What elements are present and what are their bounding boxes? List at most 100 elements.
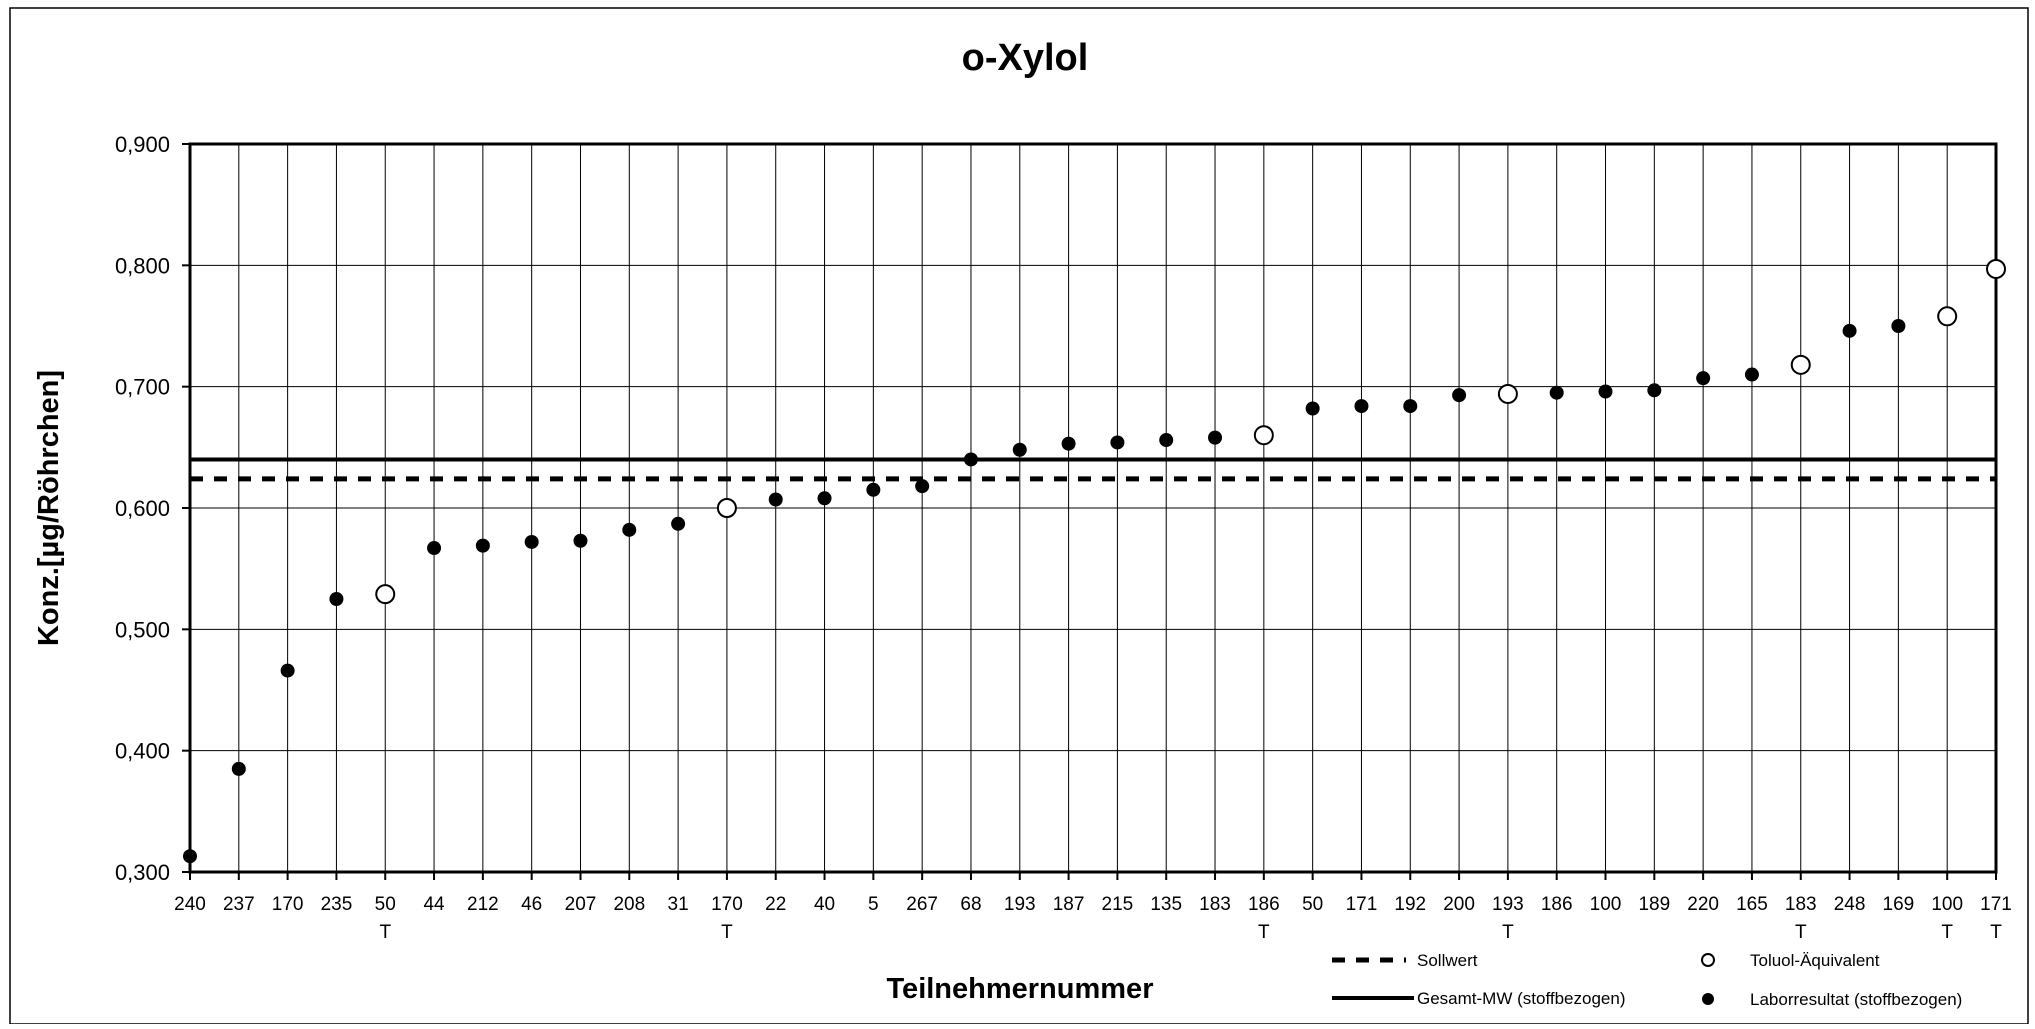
labor-point xyxy=(1159,433,1174,448)
labor-point xyxy=(671,516,686,531)
toluol-point xyxy=(1497,383,1518,404)
x-tick-label: 207 xyxy=(565,894,597,915)
x-tick-label: 189 xyxy=(1638,894,1670,915)
x-tick-label: 171 xyxy=(1346,894,1378,915)
x-tick-label: 187 xyxy=(1053,894,1085,915)
toluol-point xyxy=(716,498,737,518)
data-points xyxy=(183,258,2006,864)
x-tick-label: 267 xyxy=(906,894,938,915)
labor-point xyxy=(1354,399,1369,414)
x-tick-label: 171 xyxy=(1980,894,2012,915)
x-tick-label: 192 xyxy=(1394,894,1426,915)
x-tick-label: 50 xyxy=(375,894,396,915)
x-tick-label: 31 xyxy=(668,894,689,915)
y-tick-label: 0,600 xyxy=(115,496,170,521)
x-tick-label: 169 xyxy=(1883,894,1915,915)
labor-point xyxy=(1110,435,1125,450)
x-tick-label: 235 xyxy=(321,894,353,915)
x-tick-label: 165 xyxy=(1736,894,1768,915)
x-tick-label: 193 xyxy=(1492,894,1524,915)
labor-point xyxy=(1208,430,1223,445)
labor-point xyxy=(475,538,490,553)
x-tick-sublabel: T xyxy=(1795,922,1807,943)
labor-point xyxy=(866,482,881,497)
x-tick-label: 237 xyxy=(223,894,255,915)
legend-toluol-label: Toluol-Äquivalent xyxy=(1750,951,1880,970)
labor-point xyxy=(1598,384,1613,399)
labor-point xyxy=(1647,383,1662,398)
legend: Sollwert Gesamt-MW (stoffbezogen) Toluol… xyxy=(1332,951,1962,1009)
x-tick-label: 220 xyxy=(1687,894,1719,915)
x-tick-label: 40 xyxy=(814,894,835,915)
x-tick-label: 100 xyxy=(1931,894,1963,915)
x-tick-sublabel: T xyxy=(1502,922,1514,943)
x-tick-sublabel: T xyxy=(1941,922,1953,943)
legend-toluol-marker xyxy=(1701,953,1715,967)
x-tick-label: 248 xyxy=(1834,894,1866,915)
toluol-point xyxy=(1937,306,1958,327)
legend-gesamt-label: Gesamt-MW (stoffbezogen) xyxy=(1417,989,1625,1008)
labor-point xyxy=(1403,399,1418,414)
labor-point xyxy=(1891,319,1906,333)
y-tick-label: 0,900 xyxy=(115,132,170,157)
labor-point xyxy=(963,452,978,467)
labor-point xyxy=(817,491,832,506)
x-tick-label: 240 xyxy=(174,894,206,915)
y-tick-label: 0,700 xyxy=(115,375,170,400)
labor-point xyxy=(231,761,246,776)
toluol-point xyxy=(375,584,396,605)
labor-point xyxy=(1452,388,1467,403)
x-tick-sublabel: T xyxy=(1258,922,1270,943)
x-tick-label: 186 xyxy=(1541,894,1573,915)
reference-lines xyxy=(190,457,1996,482)
plot-area-border xyxy=(188,142,1998,874)
x-tick-label: 68 xyxy=(960,894,981,915)
x-tick-label: 215 xyxy=(1102,894,1134,915)
toluol-point xyxy=(1986,258,2006,279)
legend-labor-marker xyxy=(1702,993,1714,1005)
x-tick-label: 46 xyxy=(521,894,542,915)
toluol-point xyxy=(1253,425,1274,446)
x-tick-label: 170 xyxy=(272,894,304,915)
labor-point xyxy=(1744,367,1759,382)
labor-point xyxy=(524,534,539,549)
labor-point xyxy=(573,533,588,548)
x-tick-sublabel: T xyxy=(379,922,391,943)
legend-sollwert-label: Sollwert xyxy=(1417,951,1478,970)
x-tick-label: 186 xyxy=(1248,894,1280,915)
x-tick-label: 100 xyxy=(1590,894,1622,915)
y-tick-label: 0,300 xyxy=(115,860,170,885)
labor-point xyxy=(427,541,442,556)
x-tick-label: 135 xyxy=(1150,894,1182,915)
x-tick-label: 193 xyxy=(1004,894,1036,915)
y-tick-label: 0,500 xyxy=(115,617,170,642)
y-tick-label: 0,800 xyxy=(115,253,170,278)
y-axis-title: Konz.[µg/Röhrchen] xyxy=(33,370,65,646)
x-tick-label: 44 xyxy=(423,894,445,915)
labor-point xyxy=(1061,436,1076,451)
x-tick-label: 50 xyxy=(1302,894,1323,915)
labor-point xyxy=(280,663,295,678)
y-tick-labels: 0,300 0,400 0,500 0,600 0,700 0,800 0,900 xyxy=(115,132,170,885)
labor-point xyxy=(1012,442,1027,457)
labor-point xyxy=(329,592,344,606)
labor-point xyxy=(622,522,637,537)
labor-point xyxy=(1842,323,1857,338)
x-tick-labels: 240 237 170 235 50 T 44 212 46 207 208 31 170 T 22 40 5 2… xyxy=(174,894,2012,943)
labor-point xyxy=(1696,371,1711,386)
x-tick-sublabel: T xyxy=(721,922,733,943)
x-tick-label: 170 xyxy=(711,894,743,915)
x-axis-title: Teilnehmernummer xyxy=(887,973,1154,1005)
labor-point xyxy=(1305,401,1320,416)
x-tick-label: 212 xyxy=(467,894,499,915)
x-tick-label: 183 xyxy=(1199,894,1231,915)
labor-point xyxy=(1549,385,1564,400)
toluol-point xyxy=(1790,354,1811,375)
x-tick-label: 22 xyxy=(765,894,786,915)
y-tick-label: 0,400 xyxy=(115,739,170,764)
x-tick-label: 208 xyxy=(613,894,645,915)
legend-labor-label: Laborresultat (stoffbezogen) xyxy=(1750,990,1962,1009)
